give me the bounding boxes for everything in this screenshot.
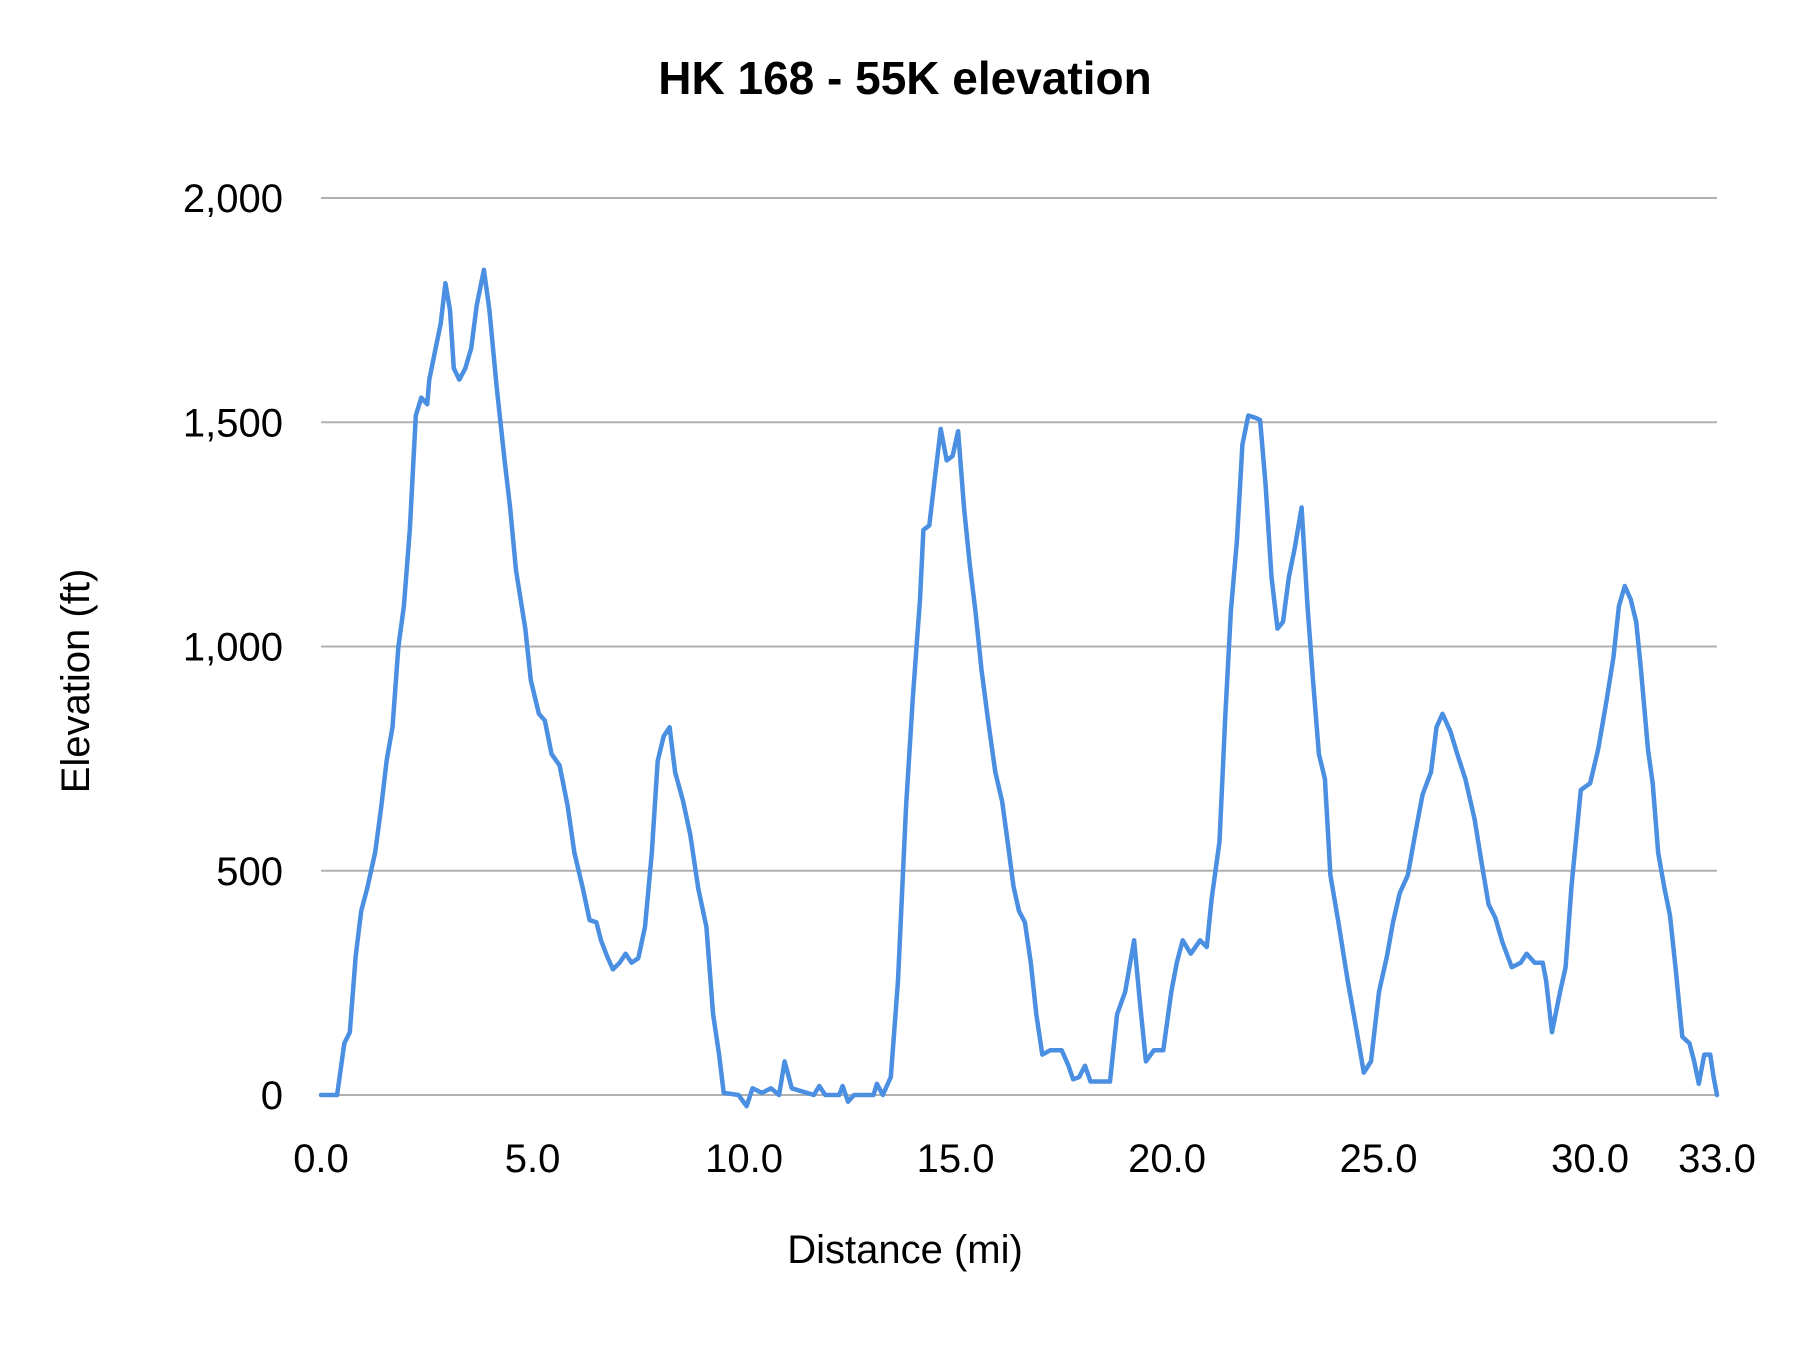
y-tick-label: 0 (261, 1074, 283, 1118)
x-tick-label: 25.0 (1340, 1137, 1418, 1181)
x-tick-label: 15.0 (917, 1137, 995, 1181)
y-axis-label: Elevation (ft) (54, 569, 98, 794)
y-tick-label: 500 (216, 850, 283, 894)
y-axis-ticks: 0 500 1,000 1,500 2,000 (183, 177, 283, 1118)
x-axis-ticks: 0.0 5.0 10.0 15.0 20.0 25.0 30.0 33.0 (293, 1137, 1756, 1181)
x-axis-label: Distance (mi) (787, 1228, 1023, 1272)
x-tick-label: 30.0 (1551, 1137, 1629, 1181)
y-tick-label: 1,000 (183, 626, 283, 670)
x-tick-label: 5.0 (505, 1137, 561, 1181)
x-tick-label: 20.0 (1128, 1137, 1206, 1181)
y-tick-label: 2,000 (183, 177, 283, 221)
chart-title: HK 168 - 55K elevation (658, 52, 1151, 104)
x-tick-label: 10.0 (705, 1137, 783, 1181)
x-tick-label: 0.0 (293, 1137, 349, 1181)
elevation-line (318, 267, 1720, 1109)
x-tick-label: 33.0 (1678, 1137, 1756, 1181)
y-tick-label: 1,500 (183, 401, 283, 445)
